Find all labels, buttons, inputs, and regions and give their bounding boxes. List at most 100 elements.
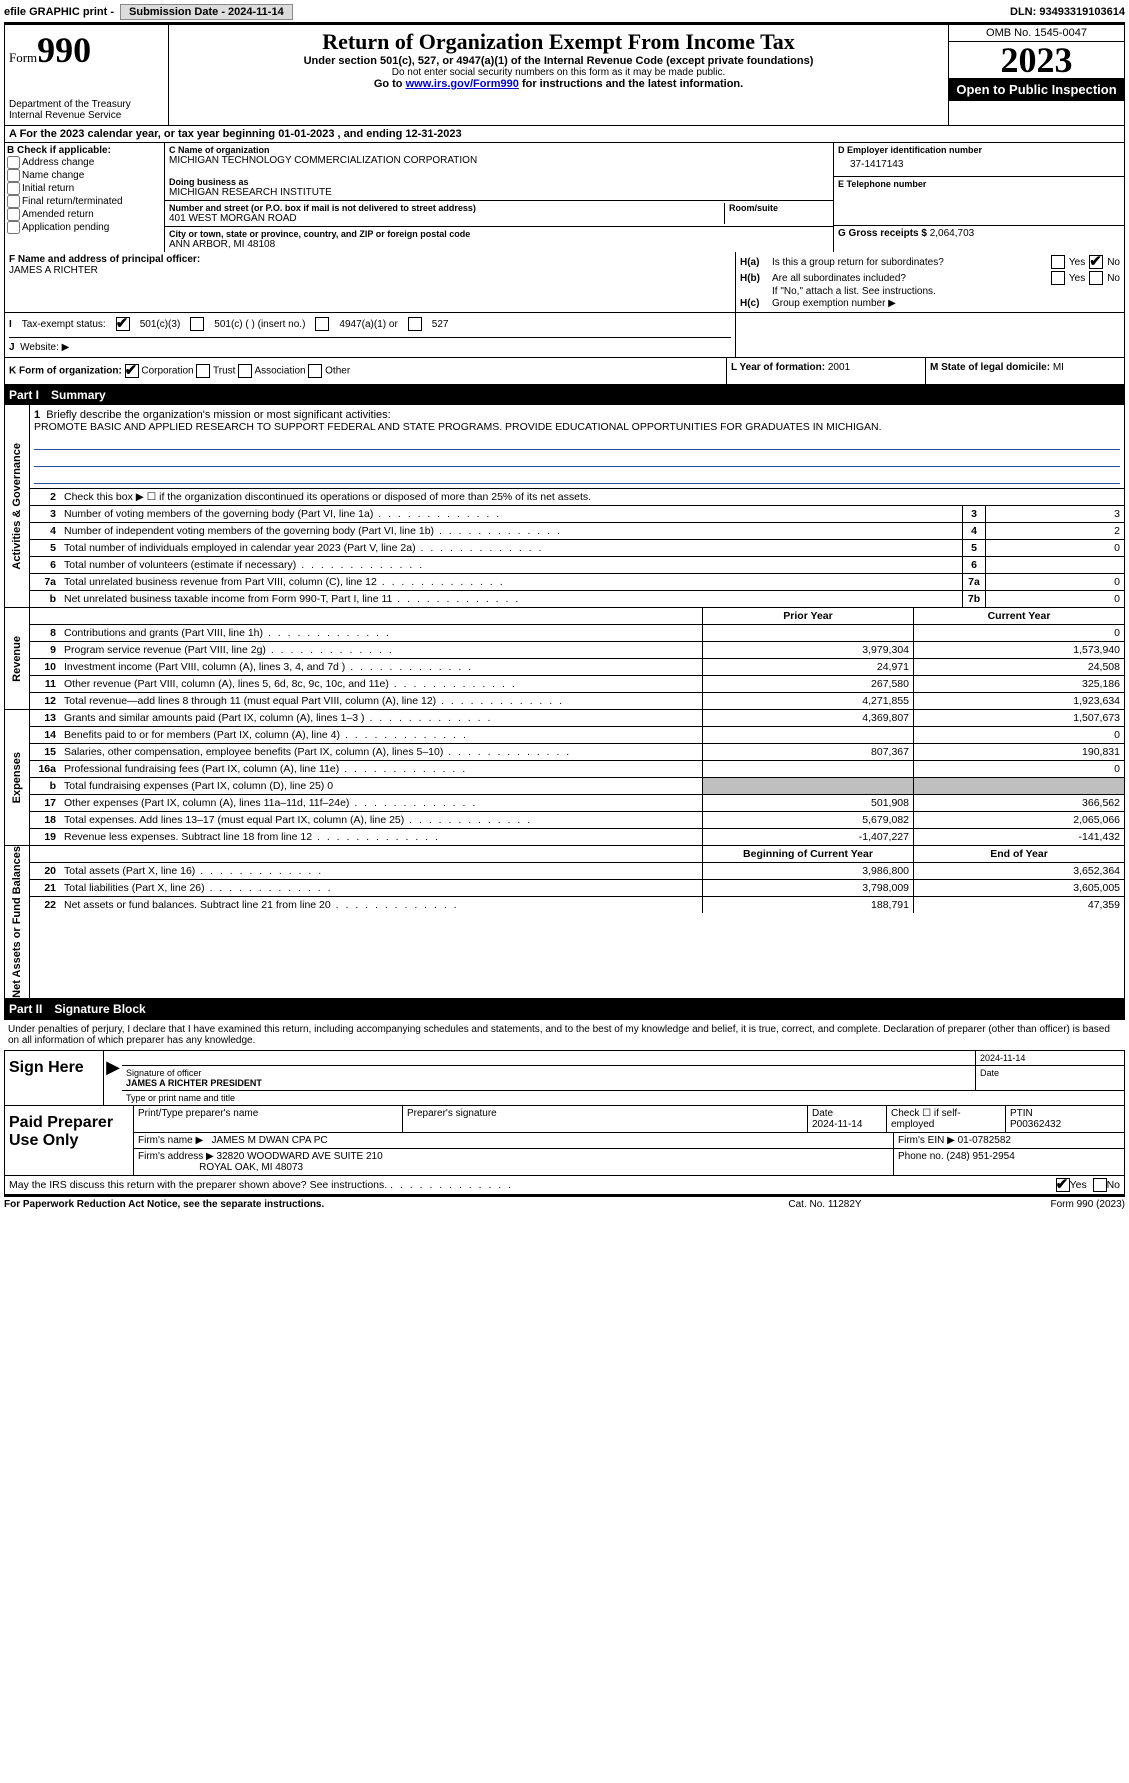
efile-label: efile GRAPHIC print - (4, 6, 114, 18)
goto-line: Go to www.irs.gov/Form990 for instructio… (173, 78, 944, 90)
form-subtitle: Under section 501(c), 527, or 4947(a)(1)… (173, 55, 944, 67)
page-footer: For Paperwork Reduction Act Notice, see … (4, 1195, 1125, 1210)
line2: Check this box ▶ ☐ if the organization d… (60, 489, 1124, 505)
section-governance: Activities & Governance 1 Briefly descri… (4, 405, 1125, 608)
gross-label: G Gross receipts $ (838, 228, 927, 239)
i-501c[interactable] (190, 317, 204, 331)
form-title: Return of Organization Exempt From Incom… (173, 29, 944, 55)
form-header: Form990 Department of the Treasury Inter… (4, 23, 1125, 126)
org-name: MICHIGAN TECHNOLOGY COMMERCIALIZATION CO… (169, 155, 829, 166)
eoy-hdr: End of Year (913, 846, 1124, 862)
hb-note: If "No," attach a list. See instructions… (740, 286, 1120, 297)
k-trust[interactable] (196, 364, 210, 378)
cat-no: Cat. No. 11282Y (725, 1199, 925, 1210)
k-corp[interactable] (125, 364, 139, 378)
mission-text: PROMOTE BASIC AND APPLIED RESEARCH TO SU… (34, 421, 882, 433)
sig-label: Signature of officer (126, 1068, 201, 1078)
dln: DLN: 93493319103614 (1010, 6, 1125, 18)
chk-pending[interactable]: Application pending (7, 221, 162, 234)
firm-phone: (248) 951-2954 (946, 1151, 1014, 1162)
chk-initial[interactable]: Initial return (7, 182, 162, 195)
may-yes[interactable] (1056, 1178, 1070, 1192)
i-527[interactable] (408, 317, 422, 331)
hb-text: Are all subordinates included? (772, 273, 1047, 284)
section-netassets: Net Assets or Fund Balances Beginning of… (4, 846, 1125, 999)
l-val: 2001 (828, 362, 850, 373)
street-label: Number and street (or P.O. box if mail i… (169, 203, 724, 213)
top-bar: efile GRAPHIC print - Submission Date - … (4, 4, 1125, 23)
ha-text: Is this a group return for subordinates? (772, 257, 1047, 268)
section-klm: K Form of organization: Corporation Trus… (4, 358, 1125, 385)
irs-link[interactable]: www.irs.gov/Form990 (406, 78, 519, 90)
form-label: Form (9, 50, 37, 65)
street: 401 WEST MORGAN ROAD (169, 213, 724, 224)
may-discuss: May the IRS discuss this return with the… (4, 1176, 1125, 1195)
side-exp: Expenses (11, 752, 23, 803)
sign-date: 2024-11-14 (976, 1051, 1124, 1065)
penalty-text: Under penalties of perjury, I declare th… (4, 1019, 1125, 1050)
prep-date: 2024-11-14 (812, 1119, 862, 1130)
cy-hdr: Current Year (913, 608, 1124, 624)
firm-addr2: ROYAL OAK, MI 48073 (199, 1162, 303, 1173)
firm-addr1: 32820 WOODWARD AVE SUITE 210 (217, 1151, 383, 1162)
prep-h4: Check ☐ if self-employed (887, 1106, 1006, 1132)
part2-header: Part II Signature Block (4, 999, 1125, 1019)
k-assoc[interactable] (238, 364, 252, 378)
paperwork-notice: For Paperwork Reduction Act Notice, see … (4, 1199, 725, 1210)
may-no[interactable] (1093, 1178, 1107, 1192)
section-bcde: B Check if applicable: Address change Na… (4, 143, 1125, 252)
b-title: B Check if applicable: (7, 145, 162, 156)
chk-final[interactable]: Final return/terminated (7, 195, 162, 208)
form-number: 990 (37, 30, 91, 70)
date-label: Date (976, 1066, 1124, 1090)
col-c: C Name of organization MICHIGAN TECHNOLO… (165, 143, 833, 252)
k-other[interactable] (308, 364, 322, 378)
part1-header: Part I Summary (4, 385, 1125, 405)
chk-name[interactable]: Name change (7, 169, 162, 182)
k-label: K Form of organization: (9, 366, 122, 377)
sign-here-label: Sign Here (5, 1051, 104, 1105)
form-ref: Form 990 (2023) (925, 1199, 1125, 1210)
ein-label: D Employer identification number (838, 145, 1120, 155)
line-a: A For the 2023 calendar year, or tax yea… (4, 126, 1125, 143)
hc-text: Group exemption number ▶ (772, 298, 1120, 309)
tax-year: 2023 (949, 42, 1124, 78)
f-label: F Name and address of principal officer: (9, 254, 731, 265)
hb-yes[interactable] (1051, 271, 1065, 285)
ha-yes[interactable] (1051, 255, 1065, 269)
section-fgh: F Name and address of principal officer:… (4, 252, 1125, 313)
chk-address[interactable]: Address change (7, 156, 162, 169)
gross-receipts: 2,064,703 (930, 228, 975, 239)
section-ij: ITax-exempt status: 501(c)(3) 501(c) ( )… (4, 313, 1125, 358)
side-net: Net Assets or Fund Balances (11, 846, 23, 998)
ein: 37-1417143 (838, 155, 1120, 174)
side-gov: Activities & Governance (11, 443, 23, 570)
m-label: M State of legal domicile: (930, 362, 1050, 373)
j-label: Website: ▶ (20, 342, 69, 353)
city: ANN ARBOR, MI 48108 (169, 239, 829, 250)
city-label: City or town, state or province, country… (169, 229, 829, 239)
section-revenue: Revenue Prior Year Current Year 8Contrib… (4, 608, 1125, 710)
officer-sig: JAMES A RICHTER PRESIDENT (126, 1078, 262, 1088)
prep-h1: Print/Type preparer's name (134, 1106, 403, 1132)
i-4947[interactable] (315, 317, 329, 331)
col-de: D Employer identification number 37-1417… (833, 143, 1124, 252)
dba-label: Doing business as (169, 177, 829, 187)
dba: MICHIGAN RESEARCH INSTITUTE (169, 187, 829, 198)
firm-name: JAMES M DWAN CPA PC (212, 1135, 328, 1146)
chk-amended[interactable]: Amended return (7, 208, 162, 221)
ptin: P00362432 (1010, 1119, 1061, 1130)
form-note: Do not enter social security numbers on … (173, 67, 944, 78)
submission-button[interactable]: Submission Date - 2024-11-14 (120, 4, 293, 20)
prep-label: Paid Preparer Use Only (5, 1106, 134, 1175)
boy-hdr: Beginning of Current Year (702, 846, 913, 862)
paid-preparer: Paid Preparer Use Only Print/Type prepar… (4, 1106, 1125, 1176)
phone-label: E Telephone number (838, 179, 1120, 189)
mission-q: Briefly describe the organization's miss… (46, 409, 390, 421)
type-label: Type or print name and title (122, 1091, 1124, 1105)
ha-no[interactable] (1089, 255, 1103, 269)
officer-name: JAMES A RICHTER (9, 265, 731, 276)
i-501c3[interactable] (116, 317, 130, 331)
l-label: L Year of formation: (731, 362, 825, 373)
hb-no[interactable] (1089, 271, 1103, 285)
